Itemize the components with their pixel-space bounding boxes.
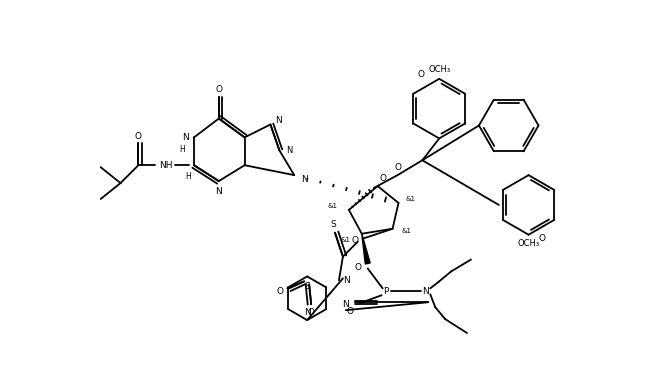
Text: N: N <box>215 186 222 196</box>
Text: S: S <box>330 220 336 229</box>
Text: OCH₃: OCH₃ <box>518 239 540 248</box>
Text: S: S <box>305 282 310 291</box>
Text: O: O <box>308 308 314 317</box>
Text: &1: &1 <box>401 228 412 234</box>
Text: O: O <box>354 263 361 272</box>
Text: &1: &1 <box>328 203 338 209</box>
Text: N: N <box>422 287 429 296</box>
Text: P: P <box>383 287 389 296</box>
Text: O: O <box>418 70 425 79</box>
Text: H: H <box>179 145 185 154</box>
Text: N: N <box>301 175 308 184</box>
Text: &1: &1 <box>341 237 351 243</box>
Text: N: N <box>181 133 189 142</box>
Text: H: H <box>185 172 191 180</box>
Text: O: O <box>346 307 354 315</box>
Text: N: N <box>344 276 350 285</box>
Text: OCH₃: OCH₃ <box>428 65 450 74</box>
Text: O: O <box>352 236 358 245</box>
Polygon shape <box>361 234 370 264</box>
Text: N: N <box>342 300 350 309</box>
Text: O: O <box>277 287 284 296</box>
Text: NH: NH <box>160 161 173 170</box>
Text: O: O <box>394 163 401 172</box>
Text: O: O <box>135 132 142 141</box>
Text: O: O <box>539 234 546 243</box>
Text: N: N <box>304 308 310 317</box>
Text: O: O <box>379 173 386 182</box>
Text: &1: &1 <box>405 196 416 202</box>
Text: O: O <box>215 85 222 94</box>
Text: N: N <box>275 116 282 125</box>
Text: N: N <box>286 146 293 155</box>
